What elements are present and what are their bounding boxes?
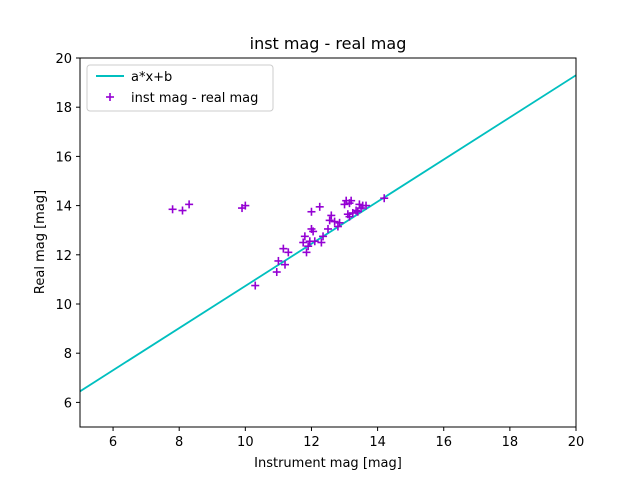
x-tick-label: 18 xyxy=(502,435,519,450)
scatter-point xyxy=(362,201,371,210)
scatter-point xyxy=(241,201,250,210)
y-tick-label: 10 xyxy=(55,298,72,313)
scatter-point xyxy=(178,206,187,215)
series-layer xyxy=(80,74,576,393)
scatter-point xyxy=(272,268,281,277)
scatter-point xyxy=(307,207,316,216)
scatter-point xyxy=(299,238,308,247)
x-axis-label: Instrument mag [mag] xyxy=(254,456,402,471)
legend-plus-marker xyxy=(106,93,114,101)
scatter-point xyxy=(168,205,177,214)
scatter-point xyxy=(335,218,344,227)
scatter-point xyxy=(330,217,339,226)
y-tick-label: 14 xyxy=(55,200,72,215)
x-tick-label: 16 xyxy=(435,435,452,450)
y-tick-label: 8 xyxy=(64,347,72,362)
x-tick-label: 20 xyxy=(568,435,585,450)
scatter-point xyxy=(340,200,349,209)
x-tick-label: 8 xyxy=(175,435,183,450)
scatter-point xyxy=(309,227,318,236)
scatter-point xyxy=(347,196,356,205)
x-tick-label: 12 xyxy=(303,435,320,450)
scatter-point xyxy=(325,216,334,225)
x-tick-label: 14 xyxy=(369,435,386,450)
scatter-point xyxy=(352,206,361,215)
y-tick-label: 6 xyxy=(64,396,72,411)
legend-marker-swatch xyxy=(106,93,114,101)
legend-label-data: inst mag - real mag xyxy=(131,91,258,106)
legend-box xyxy=(86,64,274,112)
y-axis-ticks: 6 8 10 12 14 16 18 20 xyxy=(55,52,80,411)
scatter-point xyxy=(324,224,332,233)
chart-title: inst mag - real mag xyxy=(250,34,407,53)
x-tick-label: 6 xyxy=(109,435,117,450)
y-tick-label: 16 xyxy=(55,150,72,165)
x-tick-label: 10 xyxy=(237,435,254,450)
legend-label-fit: a*x+b xyxy=(131,70,172,85)
scatter-point xyxy=(317,238,326,247)
y-tick-label: 20 xyxy=(55,52,72,67)
scatter-point xyxy=(279,244,288,253)
plot-area xyxy=(80,58,576,427)
y-tick-label: 18 xyxy=(55,101,72,116)
legend: a*x+b inst mag - real mag xyxy=(86,64,274,112)
scatter-point xyxy=(327,211,336,220)
scatter-point xyxy=(380,194,389,203)
plot-frame xyxy=(79,57,577,428)
scatter-point xyxy=(284,248,293,257)
y-tick-label: 12 xyxy=(55,249,72,264)
scatter-point xyxy=(281,260,290,269)
scatter-point xyxy=(304,242,313,251)
scatter-point xyxy=(315,202,324,211)
scatter-point xyxy=(251,281,260,290)
scatter-point xyxy=(185,200,194,209)
scatter-point xyxy=(319,232,328,241)
scatter-point xyxy=(274,256,283,265)
fit-line xyxy=(80,74,576,393)
y-axis-label: Real mag [mag] xyxy=(33,190,48,294)
x-axis-ticks: 6 8 10 12 14 16 18 20 xyxy=(109,427,584,450)
scatter-point xyxy=(300,232,309,241)
scatter-point xyxy=(333,222,342,231)
scatter-point xyxy=(302,248,311,257)
scatter-point xyxy=(310,237,319,246)
